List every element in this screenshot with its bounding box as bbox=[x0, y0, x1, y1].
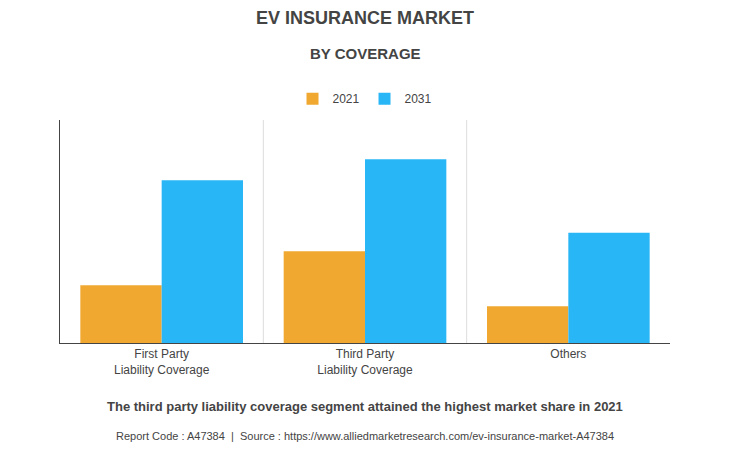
svg-text:EV INSURANCE MARKET: EV INSURANCE MARKET bbox=[256, 8, 474, 28]
svg-text:2031: 2031 bbox=[405, 92, 432, 106]
svg-text:Third PartyLiability Coverage: Third PartyLiability Coverage bbox=[317, 347, 413, 377]
svg-text:Others: Others bbox=[550, 347, 586, 361]
svg-text:Report Code : A47384 | Sourc: Report Code : A47384 | Source : https://… bbox=[116, 430, 614, 442]
svg-text:The third party liability cove: The third party liability coverage segme… bbox=[107, 399, 623, 414]
svg-text:2021: 2021 bbox=[333, 92, 360, 106]
svg-text:BY COVERAGE: BY COVERAGE bbox=[310, 45, 421, 62]
svg-text:First PartyLiability Coverage: First PartyLiability Coverage bbox=[114, 347, 210, 377]
